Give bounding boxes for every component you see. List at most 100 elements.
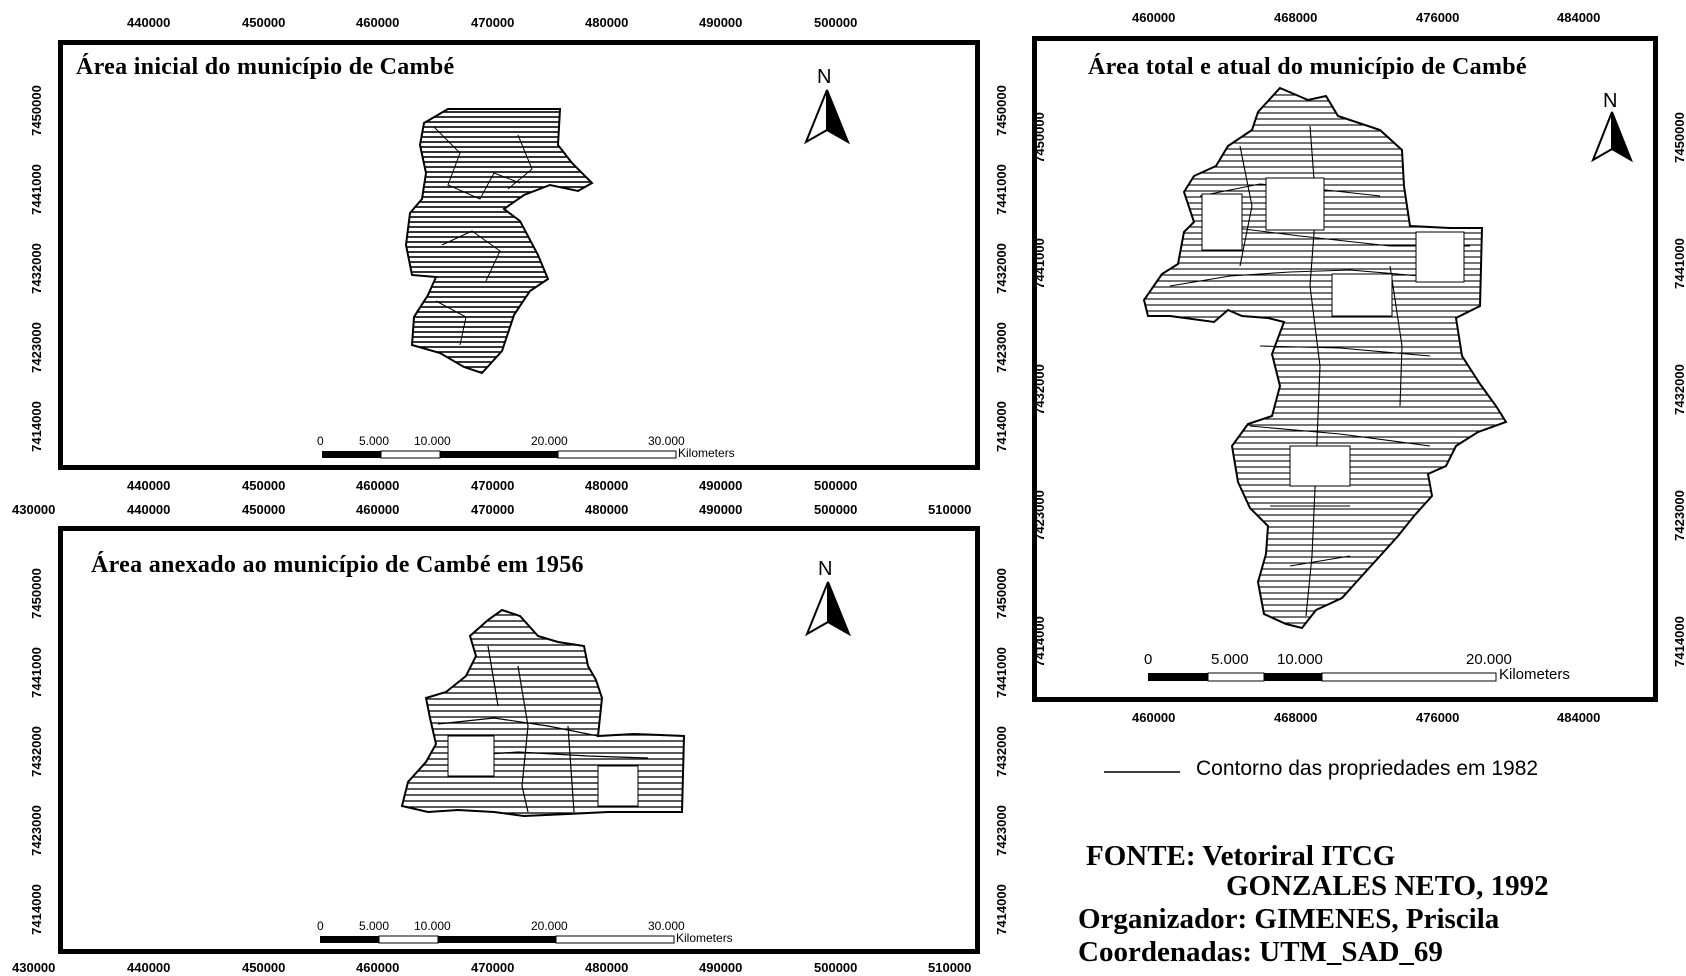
municipality-map-shape	[400, 608, 686, 818]
x-tick: 480000	[585, 960, 629, 975]
x-tick: 490000	[699, 15, 743, 30]
x-tick: 450000	[242, 502, 286, 517]
x-tick: 480000	[585, 478, 629, 493]
x-tick: 500000	[814, 15, 858, 30]
north-label: N	[818, 558, 833, 580]
y-tick: 7423000	[993, 322, 1009, 373]
x-tick: 440000	[127, 502, 171, 517]
y-tick: 7450000	[28, 85, 44, 136]
scale-label: 0	[1144, 651, 1153, 668]
x-tick: 490000	[699, 478, 743, 493]
north-arrow-icon	[1591, 111, 1633, 163]
north-label: N	[817, 66, 832, 88]
x-tick: 484000	[1557, 10, 1601, 25]
scale-label: 5.000	[359, 434, 390, 448]
y-tick: 7432000	[1031, 364, 1047, 415]
scale-unit: Kilometers	[678, 446, 735, 460]
north-label: N	[1603, 90, 1618, 112]
y-tick: 7414000	[1671, 616, 1686, 667]
y-tick: 7441000	[993, 647, 1009, 698]
x-tick: 460000	[1132, 10, 1176, 25]
x-tick: 470000	[471, 15, 515, 30]
scale-label: 0	[317, 434, 324, 448]
source-author-line: GONZALES NETO, 1992	[1226, 870, 1549, 902]
x-tick: 450000	[242, 15, 286, 30]
scale-bar-graphic	[322, 450, 677, 459]
y-tick: 7450000	[1671, 112, 1686, 163]
y-tick: 7450000	[1031, 112, 1047, 163]
y-tick: 7432000	[993, 726, 1009, 777]
x-tick: 470000	[471, 502, 515, 517]
x-tick: 468000	[1274, 10, 1318, 25]
map-title: Área anexado ao município de Cambé em 19…	[91, 552, 584, 578]
scale-label: 5.000	[1211, 651, 1249, 668]
coordinates-line: Coordenadas: UTM_SAD_69	[1078, 936, 1443, 968]
y-tick: 7441000	[1031, 238, 1047, 289]
scale-unit: Kilometers	[1499, 666, 1570, 683]
x-tick: 480000	[585, 502, 629, 517]
x-tick: 440000	[127, 478, 171, 493]
legend-line-symbol	[1104, 771, 1180, 773]
scale-bar-graphic	[1148, 672, 1497, 682]
y-tick: 7423000	[1671, 490, 1686, 541]
x-tick: 460000	[356, 502, 400, 517]
x-tick: 470000	[471, 478, 515, 493]
y-tick: 7432000	[993, 243, 1009, 294]
x-tick: 500000	[814, 960, 858, 975]
y-tick: 7432000	[28, 243, 44, 294]
scale-label: 20.000	[531, 434, 568, 448]
legend-label: Contorno das propriedades em 1982	[1196, 757, 1539, 780]
y-tick: 7414000	[993, 401, 1009, 452]
scale-label: 30.000	[648, 434, 685, 448]
x-tick: 490000	[699, 502, 743, 517]
scale-label: 20.000	[1466, 651, 1512, 668]
y-tick: 7414000	[993, 884, 1009, 935]
x-tick: 510000	[928, 502, 972, 517]
x-tick: 460000	[1132, 710, 1176, 725]
x-tick: 500000	[814, 478, 858, 493]
x-tick: 460000	[356, 15, 400, 30]
x-tick: 460000	[356, 960, 400, 975]
y-tick: 7441000	[28, 164, 44, 215]
y-tick: 7432000	[1671, 364, 1686, 415]
scale-label: 30.000	[648, 919, 685, 933]
map-title: Área inicial do município de Cambé	[76, 54, 455, 80]
x-tick: 440000	[127, 960, 171, 975]
y-tick: 7450000	[993, 85, 1009, 136]
y-tick: 7432000	[28, 726, 44, 777]
scale-label: 10.000	[414, 919, 451, 933]
x-tick: 468000	[1274, 710, 1318, 725]
y-tick: 7441000	[993, 164, 1009, 215]
x-tick: 440000	[127, 15, 171, 30]
north-arrow-icon	[804, 581, 852, 637]
y-tick: 7414000	[28, 401, 44, 452]
y-tick: 7414000	[1031, 616, 1047, 667]
source-line: FONTE: Vetoriral ITCG	[1086, 840, 1396, 872]
x-tick: 484000	[1557, 710, 1601, 725]
scale-label: 10.000	[1277, 651, 1323, 668]
x-tick: 430000	[12, 502, 56, 517]
y-tick: 7423000	[28, 805, 44, 856]
scale-unit: Kilometers	[676, 931, 733, 945]
x-tick: 470000	[471, 960, 515, 975]
y-tick: 7423000	[28, 322, 44, 373]
y-tick: 7450000	[993, 568, 1009, 619]
scale-label: 0	[317, 919, 324, 933]
x-tick: 490000	[699, 960, 743, 975]
y-tick: 7423000	[993, 805, 1009, 856]
organizer-line: Organizador: GIMENES, Priscila	[1078, 903, 1500, 935]
x-tick: 430000	[12, 960, 56, 975]
x-tick: 500000	[814, 502, 858, 517]
north-arrow-icon	[803, 89, 851, 145]
municipality-map-shape	[404, 108, 594, 375]
scale-label: 20.000	[531, 919, 568, 933]
y-tick: 7414000	[28, 884, 44, 935]
municipality-map-shape	[1142, 86, 1508, 630]
scale-bar-graphic	[320, 935, 675, 944]
x-tick: 450000	[242, 478, 286, 493]
x-tick: 460000	[356, 478, 400, 493]
y-tick: 7441000	[1671, 238, 1686, 289]
x-tick: 476000	[1416, 10, 1460, 25]
y-tick: 7450000	[28, 568, 44, 619]
y-tick: 7423000	[1031, 490, 1047, 541]
